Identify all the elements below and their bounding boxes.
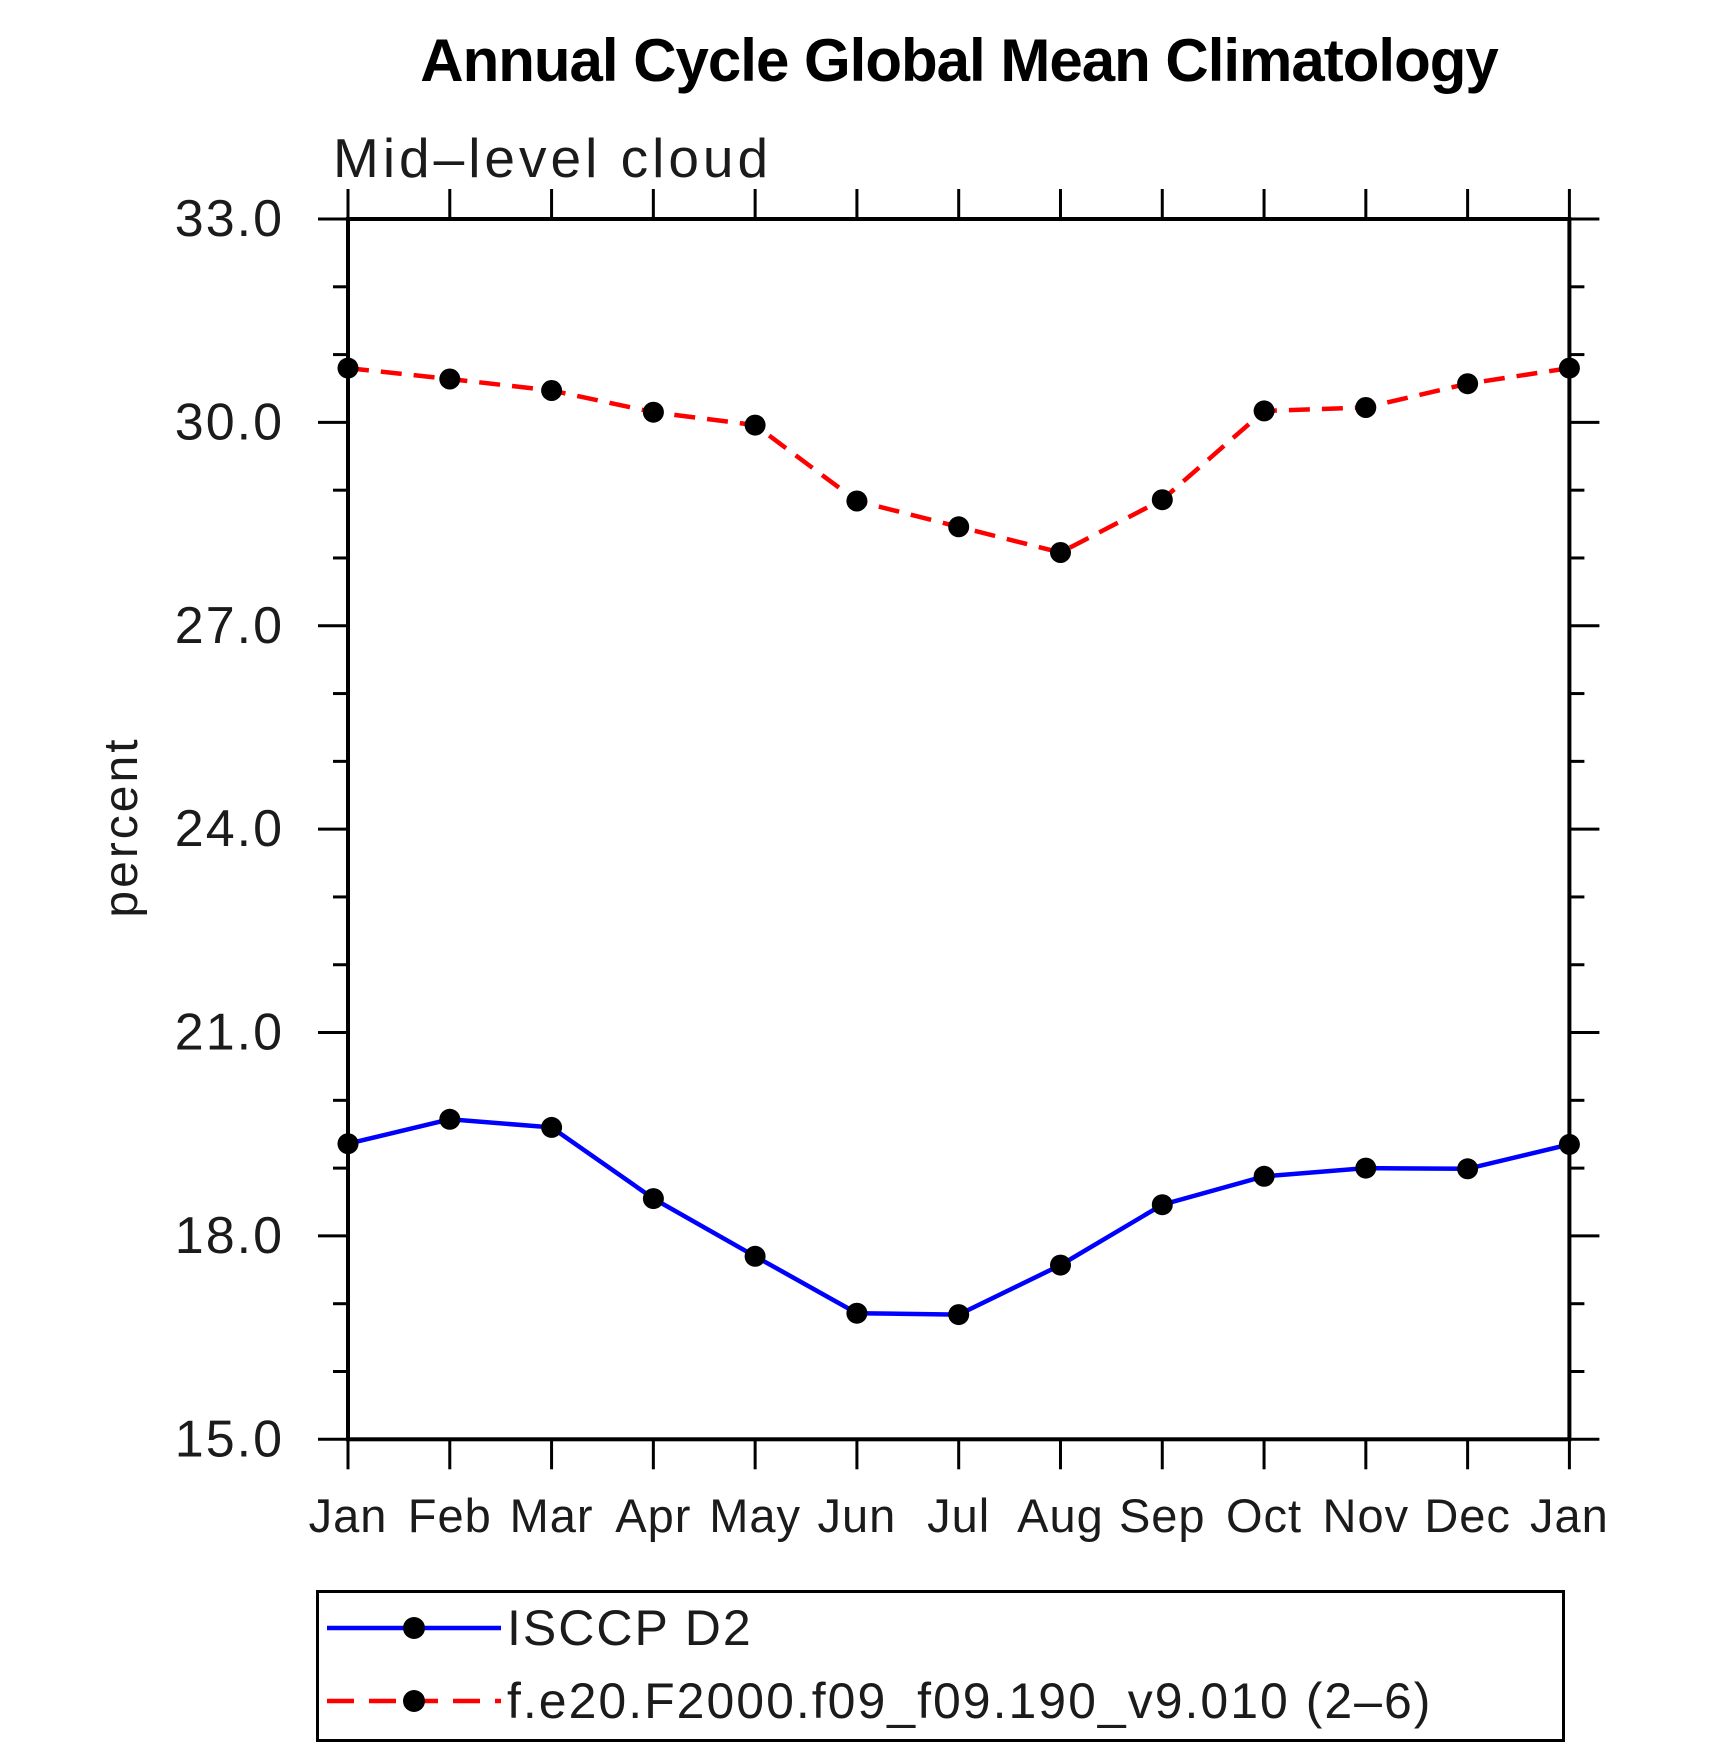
x-tick-label: Dec [1424, 1489, 1511, 1542]
x-tick-label: Aug [1017, 1489, 1104, 1542]
chart-title: Annual Cycle Global Mean Climatology [420, 27, 1499, 94]
data-point-model-sep [1151, 489, 1173, 511]
chart-subtitle: Mid–level cloud [333, 127, 773, 189]
x-tick-label: Jan [1530, 1489, 1609, 1542]
data-point-model-dec [1457, 373, 1479, 395]
y-tick-label: 18.0 [175, 1207, 284, 1265]
data-point-model-mar [541, 380, 563, 401]
data-point-isccp-may [744, 1245, 766, 1267]
data-point-isccp-sep [1151, 1194, 1173, 1216]
data-point-model-jun [846, 490, 868, 512]
x-tick-label: Jan [309, 1489, 388, 1542]
x-tick-label: Oct [1226, 1489, 1302, 1542]
data-point-isccp-jul [948, 1304, 970, 1326]
data-point-isccp-oct [1253, 1165, 1275, 1187]
x-tick-label: Nov [1323, 1489, 1410, 1542]
data-point-isccp-apr [642, 1188, 664, 1210]
data-point-model-feb [439, 368, 461, 390]
y-tick-label: 24.0 [175, 800, 284, 858]
data-point-isccp-aug [1050, 1254, 1071, 1276]
x-tick-label: Mar [510, 1489, 594, 1542]
data-point-model-jan [1558, 357, 1580, 379]
data-point-isccp-jun [846, 1302, 868, 1324]
legend-marker-dot [403, 1690, 425, 1712]
y-tick-label: 15.0 [175, 1410, 284, 1468]
legend-line-sample-isccp [327, 1617, 501, 1639]
legend-label-model: f.e20.F2000.f09_f09.190_v9.010 (2–6) [507, 1673, 1433, 1729]
y-tick-label: 27.0 [175, 597, 284, 655]
y-tick-label: 30.0 [175, 393, 284, 451]
x-tick-label: Apr [615, 1489, 691, 1542]
legend-entry-model: f.e20.F2000.f09_f09.190_v9.010 (2–6) [325, 1676, 1432, 1726]
data-point-model-jan [337, 357, 359, 379]
data-point-model-jul [948, 516, 970, 538]
legend-entry-isccp: ISCCP D2 [325, 1603, 753, 1653]
data-point-model-nov [1355, 397, 1377, 418]
data-point-isccp-mar [541, 1116, 563, 1138]
series-line-isccp [347, 1117, 1570, 1317]
legend-label-isccp: ISCCP D2 [507, 1600, 753, 1656]
data-point-model-apr [642, 401, 664, 423]
x-tick-label: Jun [818, 1489, 897, 1542]
data-point-isccp-feb [439, 1108, 461, 1130]
legend-box: ISCCP D2 f.e20.F2000.f09_f09.190_v9.010 … [316, 1590, 1565, 1742]
data-point-isccp-dec [1457, 1158, 1479, 1180]
x-tick-label: Sep [1119, 1489, 1206, 1542]
plot-frame [346, 217, 1572, 1442]
data-point-model-may [744, 414, 766, 436]
x-tick-label: Jul [927, 1489, 990, 1542]
data-point-model-oct [1253, 400, 1275, 422]
data-point-model-aug [1050, 542, 1071, 563]
legend-line-sample-model [327, 1690, 501, 1712]
legend-marker-dot [403, 1617, 425, 1639]
y-tick-label: 21.0 [175, 1004, 284, 1062]
x-tick-label: May [709, 1489, 801, 1542]
y-tick-label: 33.0 [175, 190, 284, 248]
data-point-isccp-jan [1558, 1133, 1580, 1155]
data-point-isccp-nov [1355, 1157, 1377, 1179]
x-tick-label: Feb [408, 1489, 492, 1542]
data-point-isccp-jan [337, 1133, 359, 1155]
